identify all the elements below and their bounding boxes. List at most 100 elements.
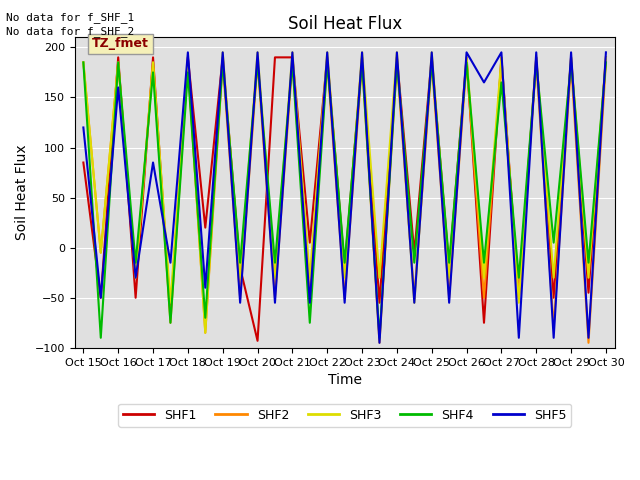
SHF3 xyxy=(219,49,227,55)
SHF5 xyxy=(79,125,87,131)
SHF2 xyxy=(79,60,87,65)
SHF1 xyxy=(480,320,488,325)
SHF5 xyxy=(428,49,436,55)
SHF5 xyxy=(550,335,557,341)
SHF4 xyxy=(550,240,557,246)
SHF1 xyxy=(202,225,209,230)
SHF1 xyxy=(358,55,366,60)
SHF2 xyxy=(202,330,209,336)
SHF4 xyxy=(79,60,87,65)
SHF3 xyxy=(463,55,470,60)
SHF2 xyxy=(410,295,418,300)
SHF4 xyxy=(115,60,122,65)
SHF3 xyxy=(532,55,540,60)
SHF5 xyxy=(289,49,296,55)
SHF4 xyxy=(340,260,348,265)
SHF2 xyxy=(497,60,505,65)
SHF1 xyxy=(166,310,174,316)
SHF1 xyxy=(497,55,505,60)
SHF3 xyxy=(149,60,157,65)
SHF5 xyxy=(585,335,593,341)
SHF5 xyxy=(184,49,192,55)
SHF5 xyxy=(166,260,174,265)
Line: SHF2: SHF2 xyxy=(83,62,606,343)
SHF4 xyxy=(253,60,261,65)
SHF3 xyxy=(515,300,523,306)
SHF2 xyxy=(340,295,348,300)
SHF2 xyxy=(219,60,227,65)
SHF3 xyxy=(340,275,348,281)
SHF3 xyxy=(306,275,314,281)
SHF1 xyxy=(376,300,383,306)
SHF1 xyxy=(428,55,436,60)
SHF2 xyxy=(585,340,593,346)
Line: SHF4: SHF4 xyxy=(83,62,606,338)
Line: SHF3: SHF3 xyxy=(83,52,606,333)
Title: Soil Heat Flux: Soil Heat Flux xyxy=(287,15,402,33)
SHF1 xyxy=(236,265,244,271)
SHF4 xyxy=(585,260,593,265)
SHF1 xyxy=(219,55,227,60)
SHF4 xyxy=(445,260,453,265)
SHF4 xyxy=(480,260,488,265)
SHF3 xyxy=(202,330,209,336)
SHF5 xyxy=(376,340,383,346)
SHF1 xyxy=(97,295,104,300)
SHF1 xyxy=(602,55,610,60)
SHF5 xyxy=(340,300,348,306)
SHF4 xyxy=(567,60,575,65)
SHF5 xyxy=(532,49,540,55)
SHF5 xyxy=(219,49,227,55)
SHF2 xyxy=(376,340,383,346)
SHF4 xyxy=(202,315,209,321)
SHF5 xyxy=(306,300,314,306)
SHF4 xyxy=(497,80,505,85)
SHF4 xyxy=(166,320,174,325)
SHF1 xyxy=(445,265,453,271)
SHF4 xyxy=(271,260,279,265)
SHF4 xyxy=(97,335,104,341)
SHF1 xyxy=(393,55,401,60)
SHF5 xyxy=(445,300,453,306)
SHF5 xyxy=(323,49,331,55)
SHF4 xyxy=(149,70,157,75)
SHF4 xyxy=(602,60,610,65)
SHF3 xyxy=(323,49,331,55)
SHF3 xyxy=(410,300,418,306)
SHF2 xyxy=(358,60,366,65)
SHF2 xyxy=(149,60,157,65)
SHF2 xyxy=(97,250,104,255)
SHF4 xyxy=(323,60,331,65)
SHF2 xyxy=(323,60,331,65)
SHF2 xyxy=(271,295,279,300)
SHF3 xyxy=(115,60,122,65)
SHF5 xyxy=(567,49,575,55)
SHF1 xyxy=(289,55,296,60)
SHF3 xyxy=(550,275,557,281)
SHF5 xyxy=(410,300,418,306)
SHF5 xyxy=(515,335,523,341)
SHF1 xyxy=(253,338,261,344)
SHF3 xyxy=(79,60,87,65)
SHF1 xyxy=(323,55,331,60)
Text: TZ_fmet: TZ_fmet xyxy=(92,37,149,50)
SHF5 xyxy=(115,84,122,90)
SHF1 xyxy=(115,55,122,60)
SHF3 xyxy=(236,275,244,281)
SHF2 xyxy=(602,60,610,65)
SHF1 xyxy=(132,295,140,300)
SHF5 xyxy=(497,49,505,55)
Text: No data for f_SHF_1: No data for f_SHF_1 xyxy=(6,12,134,23)
SHF2 xyxy=(115,60,122,65)
SHF2 xyxy=(236,295,244,300)
SHF5 xyxy=(358,49,366,55)
SHF5 xyxy=(271,300,279,306)
SHF5 xyxy=(202,285,209,290)
SHF2 xyxy=(166,320,174,325)
SHF2 xyxy=(393,60,401,65)
SHF3 xyxy=(428,49,436,55)
Legend: SHF1, SHF2, SHF3, SHF4, SHF5: SHF1, SHF2, SHF3, SHF4, SHF5 xyxy=(118,404,572,427)
SHF4 xyxy=(393,60,401,65)
SHF4 xyxy=(410,260,418,265)
SHF5 xyxy=(149,160,157,166)
